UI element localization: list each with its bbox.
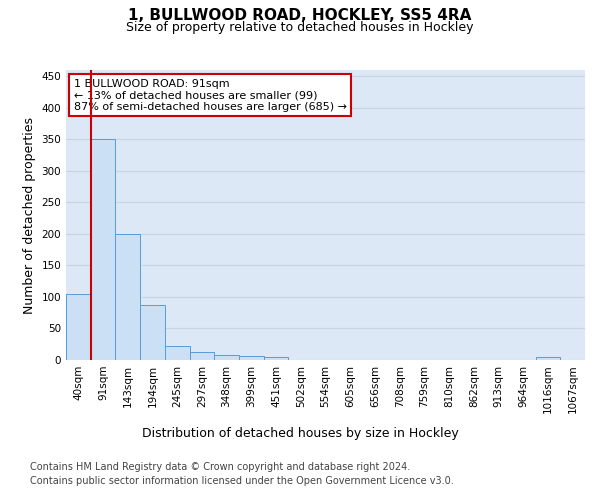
Bar: [214, 355, 239, 360]
Bar: [66, 294, 91, 360]
Text: 1, BULLWOOD ROAD, HOCKLEY, SS5 4RA: 1, BULLWOOD ROAD, HOCKLEY, SS5 4RA: [128, 8, 472, 22]
Bar: [165, 346, 190, 360]
Y-axis label: Number of detached properties: Number of detached properties: [23, 116, 36, 314]
Bar: [536, 358, 560, 360]
Bar: [115, 234, 140, 360]
Text: 1 BULLWOOD ROAD: 91sqm
← 13% of detached houses are smaller (99)
87% of semi-det: 1 BULLWOOD ROAD: 91sqm ← 13% of detached…: [74, 78, 347, 112]
Bar: [190, 352, 214, 360]
Bar: [140, 304, 165, 360]
Text: Size of property relative to detached houses in Hockley: Size of property relative to detached ho…: [126, 21, 474, 34]
Bar: [264, 358, 289, 360]
Bar: [239, 356, 264, 360]
Text: Contains public sector information licensed under the Open Government Licence v3: Contains public sector information licen…: [30, 476, 454, 486]
Bar: [91, 140, 115, 360]
Text: Contains HM Land Registry data © Crown copyright and database right 2024.: Contains HM Land Registry data © Crown c…: [30, 462, 410, 472]
Text: Distribution of detached houses by size in Hockley: Distribution of detached houses by size …: [142, 428, 458, 440]
